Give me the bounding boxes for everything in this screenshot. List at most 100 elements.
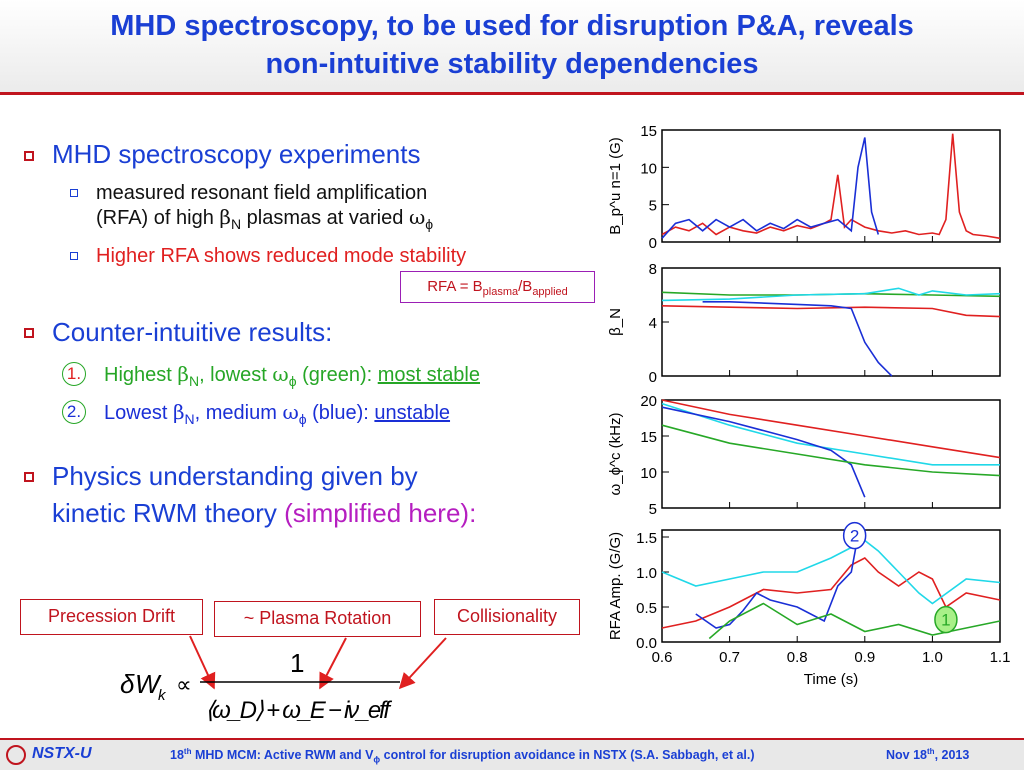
series-line-cyan [661, 402, 1000, 466]
sub-bullet-rfa-line1: measured resonant field amplification [96, 182, 428, 204]
arrow-collisionality [398, 637, 447, 690]
text-segment: Lowest [104, 402, 173, 424]
omega-symbol: ω [408, 205, 426, 229]
series-line-red [661, 399, 1001, 459]
annotation-circle [842, 521, 867, 550]
text-segment: (RFA) of high [96, 207, 220, 229]
plot-frame [661, 267, 1001, 377]
x-tick-label: 1.1 [990, 649, 1011, 666]
subscript-n: N [230, 216, 242, 232]
x-tick-label: 1.0 [922, 649, 943, 666]
simplified-here-text: (simplified here): [284, 498, 477, 528]
title-line-2: non-intuitive stability dependencies [265, 48, 759, 80]
equation-w: W [135, 669, 162, 699]
beta-symbol: β [177, 362, 189, 386]
omega-symbol: ω [272, 362, 289, 386]
subscript-applied: applied [532, 286, 568, 298]
annotation-label: 1 [941, 611, 950, 630]
text-segment: Nov 18 [886, 748, 927, 763]
text-segment: control for disruption avoidance in NSTX… [380, 748, 755, 763]
text-segment: 18 [170, 748, 184, 763]
y-tick-label: 4 [649, 315, 657, 332]
y-tick-label: 15 [640, 429, 657, 446]
subscript-n: N [184, 411, 195, 427]
subscript-phi: ϕ [288, 373, 297, 389]
beta-symbol: β [172, 400, 185, 424]
series-line-blue [695, 535, 859, 629]
text-segment: , medium [194, 402, 283, 424]
bullet-counter-intuitive: Counter-intuitive results: [52, 317, 333, 347]
arrow-precession [189, 635, 216, 690]
bullet-physics-line1: Physics understanding given by [52, 461, 418, 491]
annotation-circle [934, 605, 958, 634]
bullet-spectroscopy: MHD spectroscopy experiments [52, 139, 421, 169]
superscript: th [183, 747, 192, 756]
label-collisionality: Collisionality [434, 599, 580, 635]
subscript-n: N [188, 373, 200, 389]
equation-k: k [158, 687, 167, 704]
annotation-label: 2 [850, 527, 859, 546]
nstx-logo-icon [6, 745, 26, 765]
x-tick-label: 0.8 [787, 649, 808, 666]
text-segment: Highest [104, 364, 178, 386]
sub-bullet-rfa-line2: (RFA) of high βN plasmas at varied ωϕ [96, 205, 433, 236]
series-line-blue [661, 137, 880, 239]
text-segment: (green): [296, 364, 378, 386]
subscript-phi: ϕ [373, 754, 381, 765]
item-number-1: 1. [62, 362, 86, 386]
series-line-blue [702, 301, 893, 377]
beta-symbol: β [219, 205, 231, 229]
y-tick-label: 0 [649, 235, 657, 252]
most-stable-text: most stable [377, 364, 480, 386]
arrow-rotation [319, 637, 347, 690]
time-trace-plots: 0 5 10 15 B_p^u n=1 (G) 0 4 8 β_N 5 10 15 20 ω_ϕ^c (k… [607, 123, 1011, 688]
y-tick-label: 1.0 [636, 565, 657, 582]
label-plasma-rotation: ~ Plasma Rotation [214, 601, 421, 637]
bullet-marker [24, 328, 34, 338]
y-tick-label: 10 [640, 465, 657, 482]
y-tick-label: 1.5 [636, 530, 657, 547]
plot-frame [661, 399, 1001, 509]
subscript-phi: ϕ [425, 216, 434, 232]
text-segment: , lowest [199, 364, 273, 386]
text-segment: (blue): [306, 402, 375, 424]
subscript-plasma: plasma [482, 286, 519, 298]
equation-numerator: 1 [290, 648, 304, 678]
y-tick-label: 0.5 [636, 600, 657, 617]
superscript: th [927, 747, 935, 756]
sub-bullet-marker [70, 189, 78, 197]
equation-denominator: ⟨ω_D⟩ + ω_E − iν_eff [205, 697, 392, 724]
omega-symbol: ω [282, 400, 299, 424]
y-tick-label: 8 [649, 261, 657, 278]
plot-frame [661, 529, 1001, 643]
footer-date: Nov 18th, 2013 [886, 747, 969, 762]
y-tick-label: 0 [649, 369, 657, 386]
label-precession-drift: Precession Drift [20, 599, 203, 635]
text-segment: MHD MCM: Active RWM and V [191, 748, 374, 763]
y-axis-label: B_p^u n=1 (G) [607, 137, 624, 235]
series-line-cyan [661, 287, 1001, 302]
y-axis-label: RFA Amp. (G/G) [607, 532, 624, 640]
y-tick-label: 20 [640, 393, 657, 410]
y-tick-label: 10 [640, 160, 657, 177]
unstable-text: unstable [374, 402, 451, 424]
text-segment: plasmas at varied [241, 207, 409, 229]
equation-proportional: ∝ [176, 672, 192, 697]
x-tick-label: 0.9 [854, 649, 875, 666]
y-tick-label: 5 [649, 198, 657, 215]
slide-title: MHD spectroscopy, to be used for disrupt… [0, 0, 1024, 95]
text-segment: , 2013 [934, 748, 970, 763]
series-line-blue [661, 406, 866, 498]
rfa-definition-box: RFA = Bplasma/Bapplied [400, 271, 595, 303]
plot-frame [661, 129, 1001, 243]
text-segment: /B [518, 278, 533, 295]
result-item-1: Highest βN, lowest ωϕ (green): most stab… [104, 362, 480, 393]
y-axis-label: ω_ϕ^c (kHz) [607, 413, 624, 496]
y-tick-label: 0.0 [636, 635, 657, 652]
footer-bar: NSTX-U 18th MHD MCM: Active RWM and Vϕ c… [0, 738, 1024, 770]
series-line-green [661, 424, 1001, 477]
footer-citation: 18th MHD MCM: Active RWM and Vϕ control … [170, 747, 755, 765]
item-number-2: 2. [62, 400, 86, 424]
equation-delta: δ [120, 669, 135, 699]
y-tick-label: 5 [649, 501, 657, 518]
